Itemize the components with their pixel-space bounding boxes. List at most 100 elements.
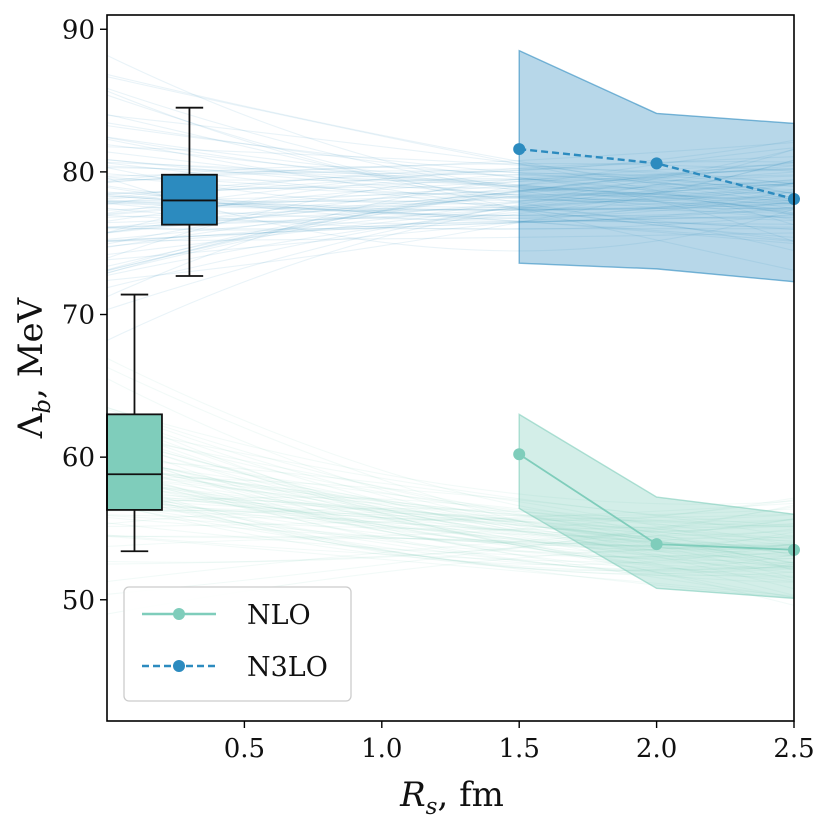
nlo-sample-curve [106, 479, 795, 522]
boxplots [106, 106, 218, 553]
nlo-sample-curve [106, 436, 795, 553]
nlo-sample-curve [106, 473, 795, 527]
nlo-sample-curve [106, 480, 795, 551]
y-tick-label: 60 [62, 443, 95, 473]
nlo-sample-curve [106, 437, 795, 548]
nlo-sample-curve [106, 465, 795, 573]
n3lo-sample-curve [106, 175, 795, 311]
nlo-sample-curve [106, 502, 795, 528]
nlo-sample-curve [106, 471, 795, 581]
n3lo-sample-curve [106, 151, 795, 219]
nlo-sample-curve [106, 503, 795, 544]
nlo-sample-curve [106, 474, 795, 548]
x-axis-label: Rs, fm [399, 775, 504, 820]
legend-n3lo-marker [173, 660, 185, 672]
n3lo-sample-curve [106, 122, 795, 200]
nlo-sample-curve [106, 488, 795, 522]
nlo-sample-curve [106, 502, 795, 566]
nlo-sample-curve [106, 513, 795, 520]
nlo-sample-curve [106, 484, 795, 572]
nlo-sample-curve [106, 458, 795, 557]
nlo-sample-curve [106, 471, 795, 558]
y-tick-label: 70 [62, 301, 95, 331]
n3lo-sample-curve [106, 191, 795, 261]
nlo-sample-curve [106, 465, 795, 547]
n3lo-sample-curve [106, 167, 795, 221]
legend-nlo-marker [173, 608, 185, 620]
nlo-sample-curve [106, 366, 795, 568]
n3lo-sample-curve [106, 87, 795, 210]
nlo-sample-curve [106, 357, 795, 528]
n3lo-sample-curve [106, 202, 795, 276]
nlo-sample-curve [106, 505, 795, 540]
n3lo-sample-curve [106, 136, 795, 202]
n3lo-sample-curve [106, 94, 795, 228]
n3lo-sample-curve [106, 167, 795, 274]
n3lo-sample-curve [106, 215, 795, 242]
x-tick-label: 2.5 [773, 734, 814, 764]
n3lo-sample-curve [106, 220, 795, 248]
nlo-sample-curve [106, 508, 795, 547]
n3lo-sample-curve [106, 168, 795, 267]
n3lo-sample-curve [106, 183, 795, 272]
nlo-sample-curve [106, 408, 795, 557]
nlo-sample-curve [106, 498, 795, 556]
x-tick-label: 1.0 [361, 734, 402, 764]
nlo-sample-curve [106, 447, 795, 558]
n3lo-sample-curve [106, 216, 795, 242]
nlo-sample-curve [106, 504, 795, 563]
nlo-sample-curve [106, 474, 795, 538]
n3lo-sample-curve [106, 113, 795, 271]
nlo-sample-curve [106, 418, 795, 550]
nlo-sample-curve [106, 495, 795, 596]
nlo-sample-curve [106, 479, 795, 575]
nlo-sample-curve [106, 427, 795, 523]
n3lo-sample-curve [106, 54, 795, 198]
nlo-sample-curve [106, 514, 795, 530]
nlo-sample-curve [106, 438, 795, 570]
nlo-sample-curve [106, 535, 795, 597]
legend-n3lo-label: N3LO [247, 652, 328, 683]
nlo-sample-curve [106, 482, 795, 568]
n3lo-sample-curve [106, 194, 795, 271]
nlo-sample-curve [106, 425, 795, 577]
nlo-sample-curve [106, 462, 795, 599]
nlo-sample-curve [106, 451, 795, 528]
nlo-sample-curve [106, 492, 795, 564]
nlo-box [106, 413, 163, 511]
nlo-sample-curve [106, 472, 795, 570]
nlo-sample-curve [106, 472, 795, 583]
nlo-sample-curve [106, 525, 795, 583]
nlo-sample-curve [106, 492, 795, 572]
y-tick-label: 90 [62, 15, 95, 45]
n3lo-sample-curve [106, 161, 795, 212]
n3lo-sample-curve [106, 147, 795, 271]
n3lo-sample-curve [106, 76, 795, 216]
nlo-sample-curve [106, 485, 795, 553]
nlo-sample-curve [106, 535, 795, 557]
x-axis-ticks: 0.5 1.0 1.5 2.0 2.5 [224, 721, 815, 764]
nlo-sample-curve [106, 534, 795, 564]
nlo-sample-curve [106, 506, 795, 595]
x-tick-label: 2.0 [636, 734, 677, 764]
nlo-sample-curve [106, 465, 795, 564]
y-tick-label: 80 [62, 158, 95, 188]
n3lo-sample-curve [106, 138, 795, 238]
nlo-sample-curve [106, 483, 795, 549]
nlo-sample-curve [106, 508, 795, 555]
nlo-sample-curve [106, 453, 795, 583]
nlo-sample-curve [106, 518, 795, 565]
nlo-sample-curve [106, 378, 795, 532]
nlo-sample-curve [106, 489, 795, 577]
nlo-sample-curve [106, 497, 795, 539]
nlo-sample-curve [106, 412, 795, 560]
n3lo-sample-curve [106, 139, 795, 174]
nlo-sample-curve [106, 406, 795, 538]
nlo-sample-curve [106, 454, 795, 529]
nlo-sample-curve [106, 459, 795, 570]
nlo-sample-curve [106, 430, 795, 550]
nlo-sample-curve [106, 497, 795, 517]
n3lo-sample-curve [106, 159, 795, 281]
n3lo-point [513, 143, 526, 156]
nlo-sample-curve [106, 425, 795, 527]
